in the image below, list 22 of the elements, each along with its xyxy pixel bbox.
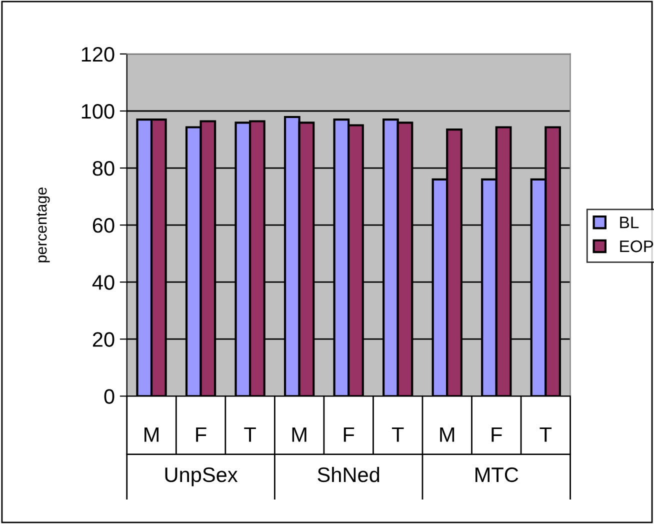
x-tick-label: T bbox=[244, 427, 256, 442]
y-tick-label: 20 bbox=[92, 332, 114, 347]
text: MTC bbox=[476, 467, 518, 482]
y-tick-label: 100 bbox=[82, 104, 114, 119]
y-tick-label: 60 bbox=[92, 218, 114, 233]
x-tick-label: M bbox=[144, 427, 158, 442]
y-tick-label: 0 bbox=[104, 389, 114, 404]
legend-label: EOP bbox=[620, 240, 654, 252]
y-tick-label: 80 bbox=[92, 161, 114, 176]
x-tick-label: M bbox=[440, 427, 454, 442]
x-tick-label: T bbox=[540, 427, 552, 442]
x-tick-label: F bbox=[492, 427, 502, 442]
y-axis-title: percentage bbox=[36, 188, 50, 262]
y-tick-label: 40 bbox=[92, 275, 114, 290]
y-tick-label: 120 bbox=[82, 46, 114, 62]
text: UnpSex bbox=[165, 467, 238, 486]
x-tick-label: T bbox=[392, 427, 404, 442]
x-tick-label: F bbox=[196, 427, 206, 442]
legend-label: BL bbox=[620, 216, 639, 228]
text: ShNed bbox=[318, 466, 380, 482]
x-tick-label: M bbox=[292, 427, 306, 442]
x-tick-label: F bbox=[344, 427, 354, 442]
